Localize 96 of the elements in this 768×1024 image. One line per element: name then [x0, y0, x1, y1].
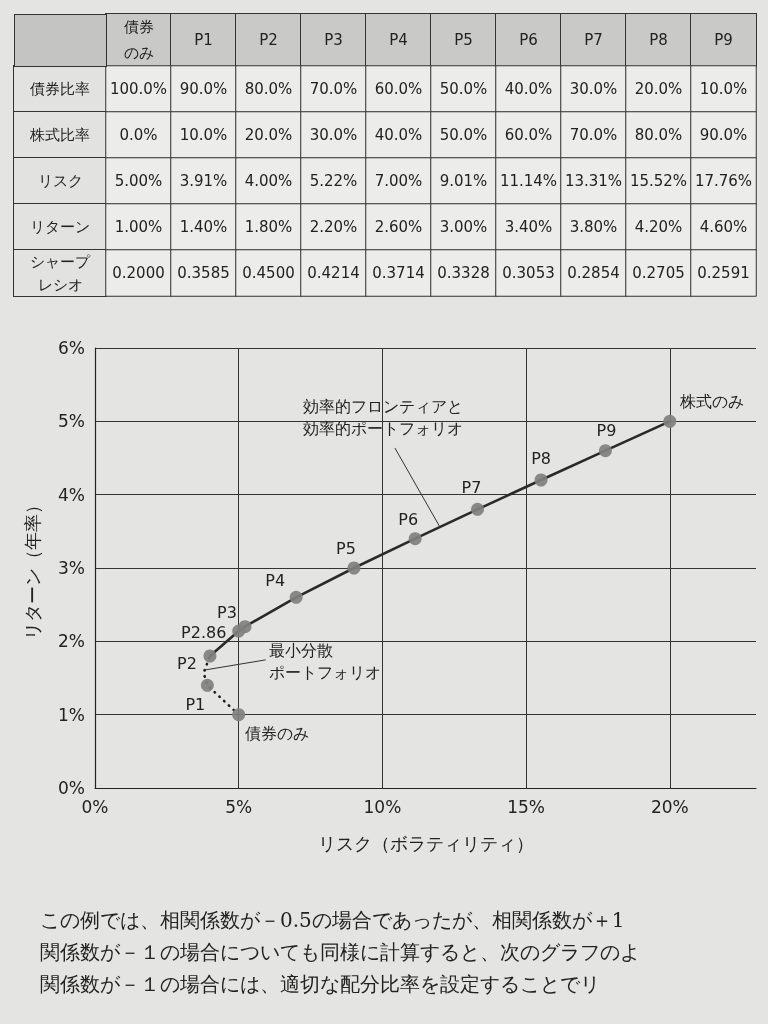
y-tick-label: 株式比率 [29, 126, 90, 144]
x-tick-label: P9 [714, 31, 733, 49]
y-tick-label: シャープレシオ [30, 252, 91, 294]
text: 関係数が－１の場合には、適切な配分比率を設定することでリ [39, 971, 601, 998]
x-tick-label: 5% [225, 796, 253, 817]
x-tick-label: P5 [454, 31, 473, 49]
x-tick-label: 20% [650, 796, 689, 817]
annotation: P2 [177, 653, 197, 673]
y-tick-label: 0% [58, 778, 85, 798]
data-label: 5.00% [114, 172, 163, 190]
data-label: 10.0% [699, 80, 748, 98]
data-label: 0.4500 [242, 264, 295, 282]
data-label: 50.0% [439, 80, 488, 98]
x-tick-label: P7 [584, 31, 603, 49]
data-label: 4.60% [699, 218, 748, 236]
x-tick-label: P3 [324, 31, 343, 49]
data-label: 70.0% [569, 126, 618, 144]
data-label: 0.2591 [697, 264, 750, 282]
data-label: 0.2854 [567, 264, 620, 282]
data-label: 30.0% [569, 80, 618, 98]
annotation: P7 [461, 477, 482, 497]
data-label: 0.3053 [502, 264, 555, 282]
data-label: 1.00% [114, 218, 163, 236]
data-label: 80.0% [634, 126, 683, 144]
annotation: P4 [265, 570, 286, 590]
annotation: 債券のみ [244, 724, 309, 744]
data-label: 30.0% [309, 126, 358, 144]
x-tick-label: 0% [81, 796, 109, 817]
data-label: 0.3714 [372, 264, 425, 282]
data-label: 100.0% [109, 80, 168, 98]
data-label: 10.0% [179, 126, 228, 144]
data-label: 11.14% [499, 172, 558, 190]
data-label: 60.0% [374, 80, 423, 98]
data-label: 0.3328 [437, 264, 490, 282]
y-tick-label: 2% [58, 631, 85, 652]
data-label: 60.0% [504, 126, 553, 144]
data-label: 90.0% [699, 126, 748, 144]
data-label: 2.20% [309, 218, 358, 236]
annotation: P1 [185, 694, 206, 714]
data-label: 90.0% [179, 80, 228, 98]
data-label: 17.76% [694, 172, 753, 190]
data-label: 3.91% [179, 172, 228, 190]
data-label: 9.01% [439, 172, 488, 190]
text: 関係数が－１の場合についても同様に計算すると、次のグラフのよ [39, 939, 641, 966]
annotation: 効率的フロンティアと効率的ポートフォリオ [302, 397, 463, 439]
data-label: 1.80% [244, 218, 293, 236]
x-tick-label: P8 [649, 31, 668, 49]
annotation: 最小分散ポートフォリオ [268, 641, 381, 683]
y-tick-label: 5% [58, 411, 85, 432]
text: この例では、相関係数が－0.5の場合であったが、相関係数が＋1 [39, 907, 626, 934]
x-tick-label: 10% [363, 796, 402, 817]
annotation: 株式のみ [678, 391, 744, 411]
x-tick-label: P6 [519, 31, 538, 49]
data-label: 50.0% [439, 126, 488, 144]
y-tick-label: リターン [30, 218, 90, 236]
x-tick-label: 債券のみ [123, 18, 154, 62]
data-label: 0.2705 [632, 264, 685, 282]
data-label: 13.31% [564, 172, 623, 190]
y-axis-title: リターン（年率） [21, 496, 43, 640]
annotation: P9 [596, 421, 617, 441]
annotation: P2.86 [181, 622, 227, 642]
annotation: P5 [336, 538, 356, 558]
data-label: 3.40% [504, 218, 553, 236]
annotation: P3 [217, 603, 237, 623]
y-tick-label: 6% [58, 338, 85, 358]
y-tick-label: リスク [37, 172, 83, 190]
x-tick-label: P4 [389, 31, 408, 49]
y-tick-label: 債券比率 [30, 80, 90, 98]
data-label: 1.40% [179, 218, 228, 236]
data-label: 5.22% [309, 172, 358, 190]
data-label: 3.80% [569, 218, 618, 236]
data-label: 80.0% [244, 80, 293, 98]
data-label: 3.00% [439, 218, 488, 236]
y-tick-label: 3% [58, 558, 85, 578]
y-tick-label: 1% [58, 704, 85, 725]
x-tick-label: P2 [259, 31, 278, 49]
data-label: 0.0% [119, 126, 158, 144]
data-label: 40.0% [504, 80, 553, 98]
y-tick-label: 4% [58, 484, 85, 505]
data-label: 2.60% [374, 218, 423, 236]
data-label: 7.00% [374, 172, 423, 190]
data-label: 0.4214 [307, 264, 360, 282]
data-label: 70.0% [309, 80, 358, 98]
data-label: 40.0% [374, 126, 423, 144]
data-label: 4.20% [634, 218, 683, 236]
data-label: 20.0% [244, 126, 293, 144]
data-label: 0.3585 [177, 264, 230, 282]
data-label: 15.52% [629, 172, 688, 190]
x-axis-title: リスク（ボラティリティ） [317, 832, 534, 854]
annotation: P6 [398, 510, 419, 530]
data-label: 4.00% [244, 172, 293, 190]
data-label: 0.2000 [112, 264, 165, 282]
annotation: P8 [531, 448, 551, 468]
x-tick-label: P1 [194, 31, 213, 49]
data-label: 20.0% [634, 80, 683, 98]
x-tick-label: 15% [507, 796, 545, 817]
